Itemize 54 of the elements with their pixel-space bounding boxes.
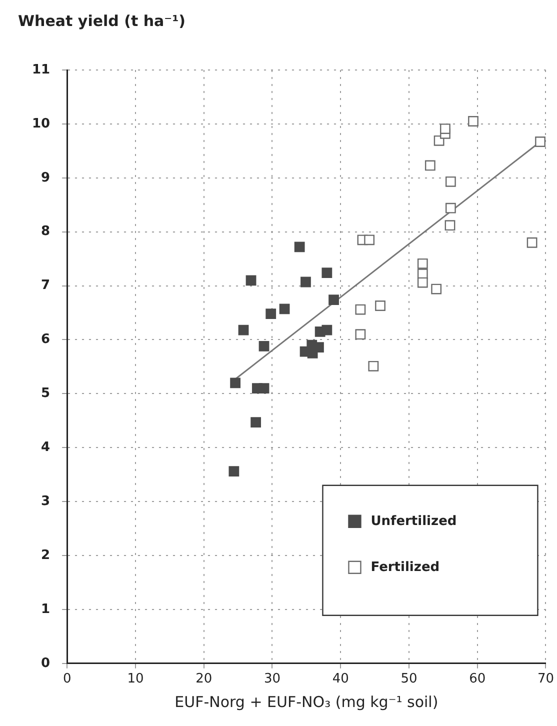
point xyxy=(417,277,428,288)
point xyxy=(246,275,256,286)
point xyxy=(300,276,311,288)
point xyxy=(258,383,270,394)
point xyxy=(445,176,456,187)
point xyxy=(375,300,386,311)
point xyxy=(322,268,332,278)
x-axis-title: EUF-Norg + EUF-NO₃ (mg kg⁻¹ soil) xyxy=(174,692,438,711)
x-tick-label: 40 xyxy=(332,672,349,687)
point xyxy=(266,308,276,320)
x-tick-label: 70 xyxy=(537,672,554,687)
y-tick-label: 1 xyxy=(41,602,50,617)
point xyxy=(417,258,428,269)
point xyxy=(468,116,478,126)
x-tick-label: 0 xyxy=(62,672,72,687)
point xyxy=(294,242,305,252)
y-tick-label: 8 xyxy=(41,224,50,240)
x-tick-label: 10 xyxy=(127,672,144,687)
point xyxy=(355,304,366,315)
point xyxy=(368,360,379,372)
point xyxy=(440,124,450,134)
y-tick-label: 2 xyxy=(41,548,50,563)
point xyxy=(328,294,339,306)
y-tick-label: 6 xyxy=(41,332,50,348)
y-tick-label: 11 xyxy=(32,62,50,78)
point xyxy=(258,341,270,352)
point xyxy=(526,237,538,248)
legend-label: Fertilized xyxy=(370,560,440,575)
point xyxy=(279,304,290,314)
x-tick-label: 30 xyxy=(264,672,280,687)
point xyxy=(238,324,249,336)
x-tick-label: 50 xyxy=(400,672,418,687)
point xyxy=(364,234,375,246)
y-tick-label: 3 xyxy=(41,494,50,509)
point xyxy=(322,324,332,336)
y-tick-label: 4 xyxy=(41,440,50,455)
point xyxy=(230,378,240,388)
y-tick-label: 7 xyxy=(41,278,50,294)
x-tick-label: 20 xyxy=(196,672,212,687)
legend-label: Unfertilized xyxy=(370,514,457,529)
point xyxy=(431,284,442,294)
y-tick-label: 10 xyxy=(32,116,50,132)
point xyxy=(445,202,456,214)
y-axis-title: Wheat yield (t ha⁻¹) xyxy=(18,12,186,30)
y-tick-label: 5 xyxy=(41,386,50,402)
x-tick-label: 60 xyxy=(469,672,486,687)
point xyxy=(535,136,546,147)
point xyxy=(424,160,436,171)
point xyxy=(444,220,456,231)
y-tick-label: 0 xyxy=(41,656,50,671)
point xyxy=(250,417,262,428)
y-tick-label: 9 xyxy=(41,170,50,186)
point xyxy=(228,466,240,477)
point xyxy=(355,329,366,340)
